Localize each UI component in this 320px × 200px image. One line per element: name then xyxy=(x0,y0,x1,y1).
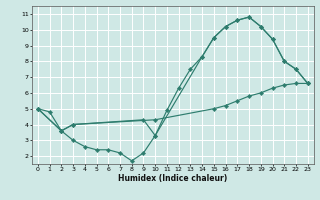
X-axis label: Humidex (Indice chaleur): Humidex (Indice chaleur) xyxy=(118,174,228,183)
